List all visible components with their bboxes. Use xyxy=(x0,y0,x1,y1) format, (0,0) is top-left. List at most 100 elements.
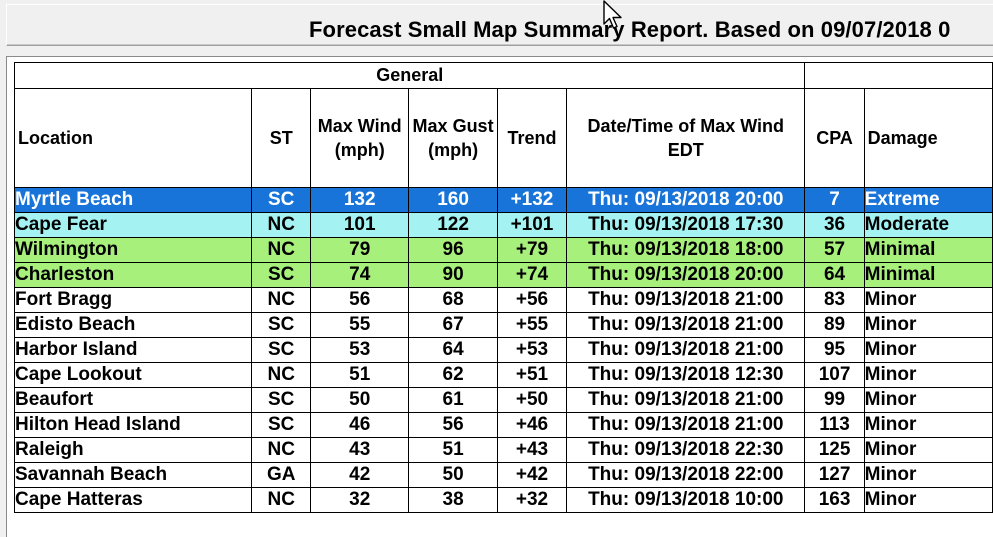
cell-datetime: Thu: 09/13/2018 10:00 xyxy=(566,487,806,513)
cell-datetime: Thu: 09/13/2018 21:00 xyxy=(566,387,806,413)
cell-st: NC xyxy=(251,212,312,238)
column-header-trend[interactable]: Trend xyxy=(496,88,568,188)
cell-location: Cape Fear xyxy=(13,212,253,238)
cell-cpa: 127 xyxy=(804,462,865,488)
table-row[interactable]: Hilton Head Island SC 46 56 +46 Thu: 09/13/20… xyxy=(13,412,993,438)
cell-location: Harbor Island xyxy=(13,337,253,363)
cell-location: Fort Bragg xyxy=(13,287,253,313)
cell-cpa: 113 xyxy=(804,412,865,438)
cell-max-wind: 79 xyxy=(310,237,410,263)
cell-max-gust: 38 xyxy=(408,487,498,513)
cell-trend: +32 xyxy=(496,487,568,513)
cell-st: NC xyxy=(251,287,312,313)
cell-damage: Minor xyxy=(863,412,993,438)
cell-st: NC xyxy=(251,487,312,513)
cell-location: Wilmington xyxy=(13,237,253,263)
cell-cpa: 57 xyxy=(804,237,865,263)
cell-trend: +74 xyxy=(496,262,568,288)
cell-trend: +101 xyxy=(496,212,568,238)
cell-datetime: Thu: 09/13/2018 18:00 xyxy=(566,237,806,263)
column-header-st[interactable]: ST xyxy=(251,88,312,188)
cell-max-gust: 61 xyxy=(408,387,498,413)
table-row[interactable]: Beaufort SC 50 61 +50 Thu: 09/13/2018 21:00 99… xyxy=(13,387,993,413)
cell-damage: Minor xyxy=(863,362,993,388)
cell-datetime: Thu: 09/13/2018 17:30 xyxy=(566,212,806,238)
cell-max-wind: 46 xyxy=(310,412,410,438)
table-row[interactable]: Harbor Island SC 53 64 +53 Thu: 09/13/2018 21… xyxy=(13,337,993,363)
cell-location: Hilton Head Island xyxy=(13,412,253,438)
report-title: Forecast Small Map Summary Report. Based… xyxy=(309,17,951,42)
cell-max-wind: 51 xyxy=(310,362,410,388)
table-row[interactable]: Savannah Beach GA 42 50 +42 Thu: 09/13/2018 2… xyxy=(13,462,993,488)
cell-damage: Minor xyxy=(863,437,993,463)
column-header-max-gust[interactable]: Max Gust (mph) xyxy=(408,88,498,188)
cell-damage: Minor xyxy=(863,462,993,488)
cell-location: Beaufort xyxy=(13,387,253,413)
cell-trend: +53 xyxy=(496,337,568,363)
column-header-max-wind[interactable]: Max Wind (mph) xyxy=(310,88,410,188)
cell-datetime: Thu: 09/13/2018 21:00 xyxy=(566,337,806,363)
cell-st: SC xyxy=(251,262,312,288)
cell-location: Savannah Beach xyxy=(13,462,253,488)
cell-st: NC xyxy=(251,237,312,263)
summary-table: General Location ST Max Wind (mph) Max G… xyxy=(13,62,993,513)
table-row[interactable]: Edisto Beach SC 55 67 +55 Thu: 09/13/2018 21:… xyxy=(13,312,993,338)
cell-location: Myrtle Beach xyxy=(13,187,253,213)
cell-location: Cape Hatteras xyxy=(13,487,253,513)
cell-damage: Minimal xyxy=(863,237,993,263)
cell-trend: +46 xyxy=(496,412,568,438)
cell-cpa: 163 xyxy=(804,487,865,513)
cell-damage: Minimal xyxy=(863,262,993,288)
group-header-general: General xyxy=(13,62,806,89)
cell-cpa: 99 xyxy=(804,387,865,413)
cell-max-gust: 50 xyxy=(408,462,498,488)
cell-trend: +55 xyxy=(496,312,568,338)
cell-datetime: Thu: 09/13/2018 22:30 xyxy=(566,437,806,463)
cell-cpa: 107 xyxy=(804,362,865,388)
cell-damage: Minor xyxy=(863,287,993,313)
cell-max-gust: 96 xyxy=(408,237,498,263)
table-row[interactable]: Fort Bragg NC 56 68 +56 Thu: 09/13/2018 21:00… xyxy=(13,287,993,313)
cell-max-wind: 101 xyxy=(310,212,410,238)
cell-datetime: Thu: 09/13/2018 20:00 xyxy=(566,187,806,213)
cell-damage: Minor xyxy=(863,337,993,363)
table-row[interactable]: Raleigh NC 43 51 +43 Thu: 09/13/2018 22:30 125… xyxy=(13,437,993,463)
cell-max-gust: 90 xyxy=(408,262,498,288)
cell-max-wind: 42 xyxy=(310,462,410,488)
table-row[interactable]: Cape Fear NC 101 122 +101 Thu: 09/13/2018 17:… xyxy=(13,212,993,238)
cell-st: SC xyxy=(251,312,312,338)
cell-trend: +42 xyxy=(496,462,568,488)
table-row[interactable]: Charleston SC 74 90 +74 Thu: 09/13/2018 20:00… xyxy=(13,262,993,288)
group-header-empty xyxy=(804,62,993,89)
table-row[interactable]: Wilmington NC 79 96 +79 Thu: 09/13/2018 18:00… xyxy=(13,237,993,263)
cell-cpa: 89 xyxy=(804,312,865,338)
cell-datetime: Thu: 09/13/2018 21:00 xyxy=(566,412,806,438)
cell-max-gust: 64 xyxy=(408,337,498,363)
cell-max-wind: 53 xyxy=(310,337,410,363)
cell-max-wind: 132 xyxy=(310,187,410,213)
table-row[interactable]: Cape Hatteras NC 32 38 +32 Thu: 09/13/2018 10… xyxy=(13,487,993,513)
cell-cpa: 83 xyxy=(804,287,865,313)
cell-max-gust: 62 xyxy=(408,362,498,388)
cell-datetime: Thu: 09/13/2018 21:00 xyxy=(566,287,806,313)
cell-max-gust: 160 xyxy=(408,187,498,213)
table-row[interactable]: Myrtle Beach SC 132 160 +132 Thu: 09/13/2018 … xyxy=(13,187,993,213)
column-header-location[interactable]: Location xyxy=(13,88,253,188)
cell-st: NC xyxy=(251,437,312,463)
cell-cpa: 36 xyxy=(804,212,865,238)
table-row[interactable]: Cape Lookout NC 51 62 +51 Thu: 09/13/2018 12:… xyxy=(13,362,993,388)
cell-max-wind: 43 xyxy=(310,437,410,463)
cell-damage: Minor xyxy=(863,487,993,513)
cell-cpa: 64 xyxy=(804,262,865,288)
column-header-damage[interactable]: Damage xyxy=(863,88,993,188)
cell-trend: +132 xyxy=(496,187,568,213)
cell-location: Cape Lookout xyxy=(13,362,253,388)
column-header-cpa[interactable]: CPA xyxy=(804,88,865,188)
cell-max-wind: 74 xyxy=(310,262,410,288)
column-header-datetime[interactable]: Date/Time of Max Wind EDT xyxy=(566,88,806,188)
cell-max-wind: 56 xyxy=(310,287,410,313)
cell-st: SC xyxy=(251,337,312,363)
cell-location: Edisto Beach xyxy=(13,312,253,338)
cell-location: Charleston xyxy=(13,262,253,288)
cell-st: GA xyxy=(251,462,312,488)
